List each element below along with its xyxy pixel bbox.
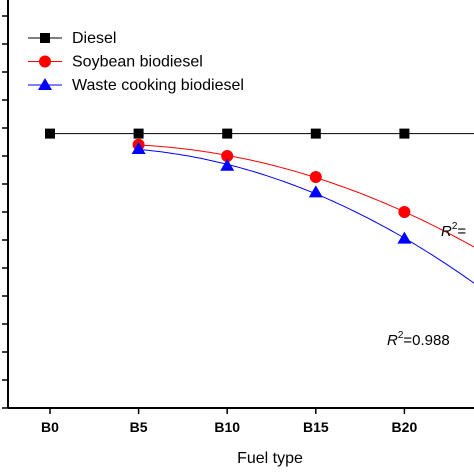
x-tick-label: B10: [214, 419, 240, 435]
x-tick-label: B0: [41, 419, 59, 435]
marker: [133, 128, 144, 139]
annotation-sup: 2: [452, 221, 458, 232]
annotation-value: =0.988: [403, 332, 449, 349]
marker: [221, 150, 234, 162]
marker: [308, 185, 323, 198]
x-tick-label: B5: [130, 419, 148, 435]
marker: [309, 171, 322, 183]
x-axis-title: Fuel type: [237, 450, 303, 467]
annotation: R2=: [441, 221, 466, 240]
marker: [399, 128, 410, 139]
marker: [220, 158, 235, 171]
annotation-value: =: [457, 223, 466, 240]
marker: [131, 142, 146, 154]
fit-curve: [138, 144, 474, 248]
legend-label: Waste cooking biodiesel: [72, 77, 244, 94]
legend-marker: [39, 55, 51, 68]
marker: [45, 128, 55, 139]
marker: [398, 206, 411, 218]
annotation-r: R: [387, 332, 398, 349]
x-tick-label: B15: [303, 419, 329, 435]
annotation-r: R: [441, 223, 452, 240]
marker: [222, 128, 233, 139]
marker: [310, 128, 321, 139]
x-tick-label: B20: [392, 419, 418, 435]
annotation: R2=0.988: [387, 330, 450, 349]
legend-marker: [38, 78, 52, 90]
fit-curve: [138, 149, 474, 284]
legend-label: Diesel: [72, 30, 116, 47]
marker: [397, 231, 412, 244]
legend-label: Soybean biodiesel: [72, 54, 203, 71]
annotation-sup: 2: [398, 330, 404, 341]
legend-marker: [40, 33, 50, 43]
